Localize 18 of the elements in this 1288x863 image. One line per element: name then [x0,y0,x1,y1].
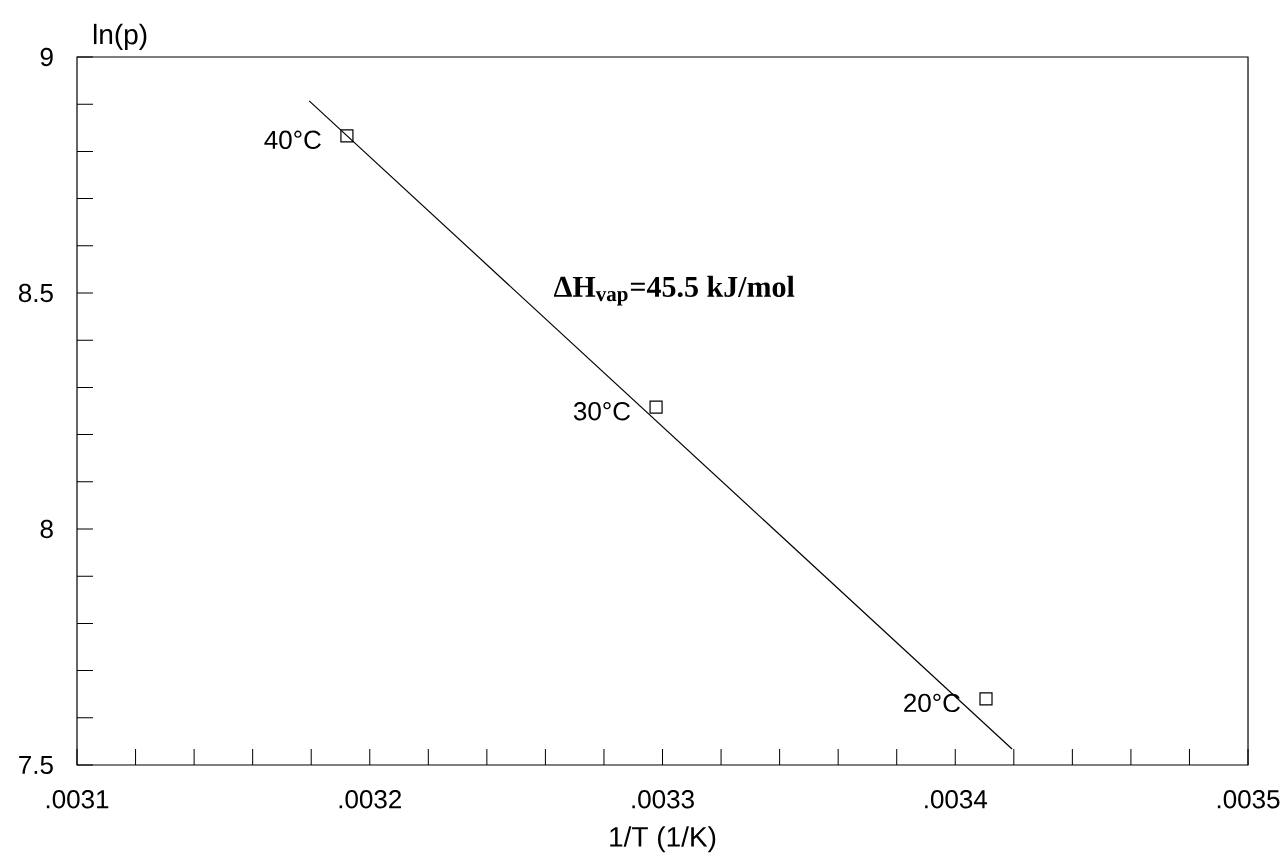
y-tick-label: 9 [40,47,53,67]
annotation: 20°C [904,693,960,713]
x-axis-title: 1/T (1/K) [610,826,716,853]
x-tick-label: .0035 [1217,790,1280,809]
y-tick-label: 7.5 [19,755,53,775]
y-tick-label: 8 [40,519,53,539]
annotation: 40°C [264,130,321,150]
x-tick-label: .0033 [632,790,694,809]
y-tick-label: 8.5 [18,283,53,303]
point [979,692,993,706]
annotation: 30°C [573,402,631,421]
x-tick-label: .0031 [46,790,109,809]
point [340,129,354,143]
annotation: ΔH$_{vap}$=45.5 kJ/mol [553,275,795,306]
x-tick-label: .0032 [339,790,401,809]
y-axis-title: ln(p) [93,23,147,50]
x-tick-label: .0034 [925,790,988,809]
point [649,400,663,414]
